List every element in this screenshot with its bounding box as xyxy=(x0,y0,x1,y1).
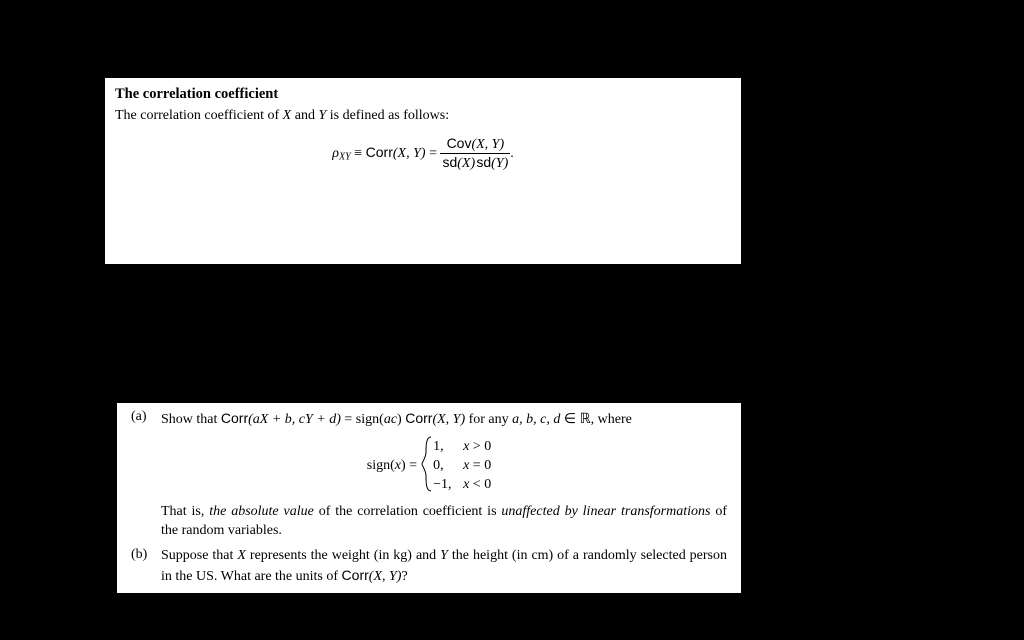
intro-pre: The correlation coefficient of xyxy=(115,108,283,123)
a-eq2: ) xyxy=(397,412,405,427)
a-note-em1: the absolute value xyxy=(209,504,314,519)
a-eq: = sign( xyxy=(341,412,384,427)
sdX-args: (X) xyxy=(457,156,475,171)
cases-row: 1,x > 0 xyxy=(433,438,491,457)
intro-X: X xyxy=(283,108,292,123)
b-X: X xyxy=(237,548,246,563)
intro-mid: and xyxy=(291,108,318,123)
item-a-note: That is, the absolute value of the corre… xyxy=(161,503,727,541)
item-a: (a) Show that Corr(aX + b, cY + d) = sig… xyxy=(131,409,727,430)
definition-formula: ρXY ≡ Corr(X, Y) = Cov(X, Y) sd(X) sd(Y)… xyxy=(115,136,731,172)
corr-args: (X, Y) xyxy=(393,146,426,161)
a-corr1: Corr xyxy=(221,410,248,426)
cases-cond-op: > xyxy=(469,439,484,454)
b-q: ? xyxy=(401,569,407,584)
cases-cond-rhs: 0 xyxy=(484,458,491,473)
item-b: (b) Suppose that X represents the weight… xyxy=(131,547,727,587)
cases-val: 1, xyxy=(433,438,463,457)
a-forany: for any xyxy=(465,412,512,427)
equiv-sign: ≡ xyxy=(354,146,365,161)
b-Y: Y xyxy=(440,548,448,563)
a-abcd: a, b, c, d xyxy=(512,412,560,427)
rho-sub: XY xyxy=(339,152,351,163)
item-b-label: (b) xyxy=(131,547,153,587)
corr-fn: Corr xyxy=(366,144,393,160)
a-corr2: Corr xyxy=(405,410,432,426)
b-1: Suppose that xyxy=(161,548,237,563)
a-note-1: That is, xyxy=(161,504,209,519)
fraction: Cov(X, Y) sd(X) sd(Y) xyxy=(440,136,510,172)
item-a-label: (a) xyxy=(131,409,153,430)
b-args: (X, Y) xyxy=(369,569,402,584)
cases-row: −1,x < 0 xyxy=(433,476,491,495)
item-a-body: Show that Corr(aX + b, cY + d) = sign(ac… xyxy=(161,409,727,430)
sign-cases: sign(x) = 1,x > 00,x = 0−1,x < 0 xyxy=(131,436,727,497)
exercise-panel: (a) Show that Corr(aX + b, cY + d) = sig… xyxy=(117,403,741,593)
cases-lhs-pre: sign( xyxy=(367,458,395,473)
formula-period: . xyxy=(510,146,514,161)
cases-cond-rhs: 0 xyxy=(484,439,491,454)
a-args2: (X, Y) xyxy=(432,412,465,427)
sdY-args: (Y) xyxy=(491,156,508,171)
a-pre: Show that xyxy=(161,412,221,427)
cases-cond-rhs: 0 xyxy=(484,477,491,492)
cases-cond-op: < xyxy=(469,477,484,492)
cases-row: 0,x = 0 xyxy=(433,457,491,476)
definition-intro: The correlation coefficient of X and Y i… xyxy=(115,107,731,126)
definition-panel: The correlation coefficient The correlat… xyxy=(105,78,741,264)
item-b-body: Suppose that X represents the weight (in… xyxy=(161,547,727,587)
cases-lhs-post: ) = xyxy=(401,458,417,473)
rho: ρ xyxy=(332,146,339,161)
a-R: ℝ xyxy=(580,412,591,427)
left-brace-icon xyxy=(421,436,433,497)
a-ac: ac xyxy=(384,412,397,427)
b-2: represents the weight (in kg) and xyxy=(246,548,440,563)
b-corr: Corr xyxy=(342,567,369,583)
eq-sign: = xyxy=(429,146,440,161)
cov-args: (X, Y) xyxy=(471,137,504,152)
intro-post: is defined as follows: xyxy=(326,108,449,123)
cases-cond-op: = xyxy=(469,458,484,473)
sdY-fn: sd xyxy=(476,154,491,170)
a-note-2: of the correlation coefficient is xyxy=(314,504,502,519)
cov-fn: Cov xyxy=(447,135,472,151)
a-note-em2: unaffected by linear transformations xyxy=(501,504,710,519)
a-inR: ∈ xyxy=(560,412,579,427)
sdX-fn: sd xyxy=(442,154,457,170)
a-where: , where xyxy=(591,412,632,427)
cases-val: 0, xyxy=(433,457,463,476)
cases-val: −1, xyxy=(433,476,463,495)
definition-heading: The correlation coefficient xyxy=(115,86,731,103)
a-args1: (aX + b, cY + d) xyxy=(248,412,341,427)
